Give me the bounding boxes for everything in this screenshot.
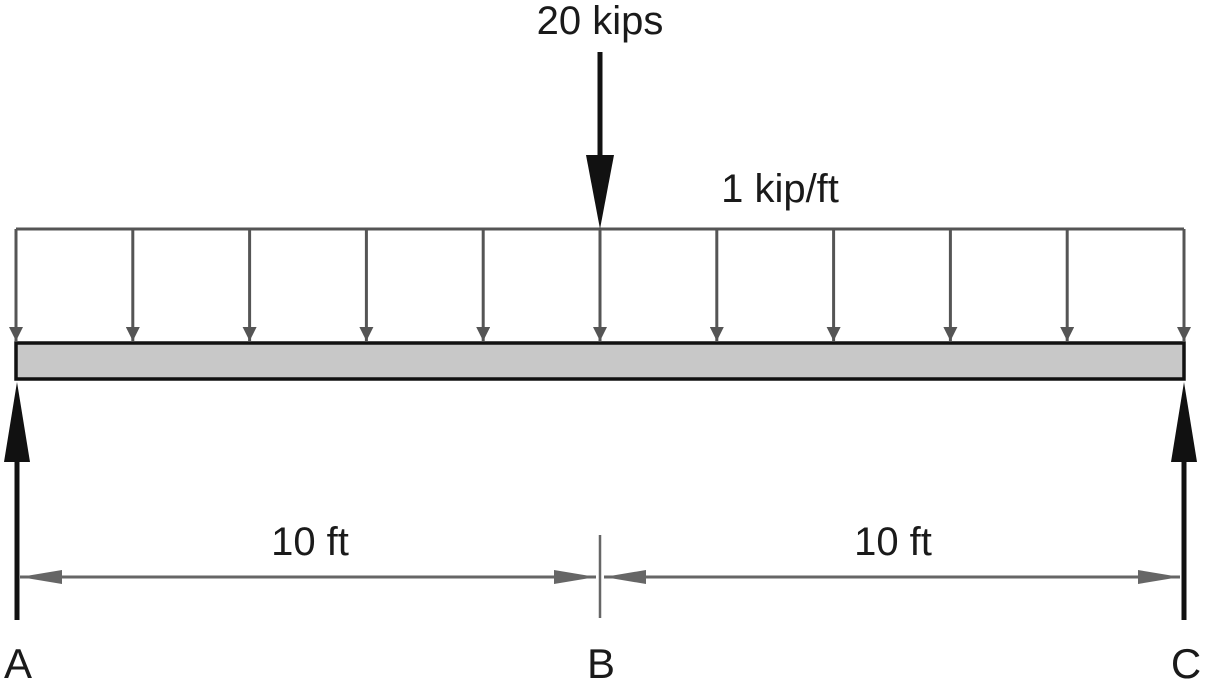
distributed-load-label: 1 kip/ft xyxy=(721,167,839,211)
point-load-label: 20 kips xyxy=(537,0,664,43)
dimension-bc: 10 ft xyxy=(604,520,1180,584)
distributed-load: 1 kip/ft xyxy=(9,167,1191,341)
span-bc-label: 10 ft xyxy=(854,520,932,564)
dimensions: 10 ft 10 ft xyxy=(20,520,1180,618)
point-b-label: B xyxy=(587,640,615,682)
dimension-arrow-bc-left xyxy=(604,570,646,584)
beam xyxy=(14,341,1186,381)
span-ab-label: 10 ft xyxy=(271,520,349,564)
point-a-label: A xyxy=(4,640,32,682)
dimension-arrow-ab-left xyxy=(20,570,62,584)
point-load-arrow-head xyxy=(586,155,614,229)
reaction-c xyxy=(1171,382,1197,620)
reaction-a xyxy=(4,382,30,620)
point-c-label: C xyxy=(1171,640,1201,682)
reaction-a-arrow-head xyxy=(4,382,30,462)
point-load: 20 kips xyxy=(537,0,664,229)
distributed-load-arrows xyxy=(9,229,1191,341)
dimension-arrow-ab-right xyxy=(554,570,596,584)
dimension-ab: 10 ft xyxy=(20,520,596,584)
reaction-c-arrow-head xyxy=(1171,382,1197,462)
dimension-arrow-bc-right xyxy=(1138,570,1180,584)
